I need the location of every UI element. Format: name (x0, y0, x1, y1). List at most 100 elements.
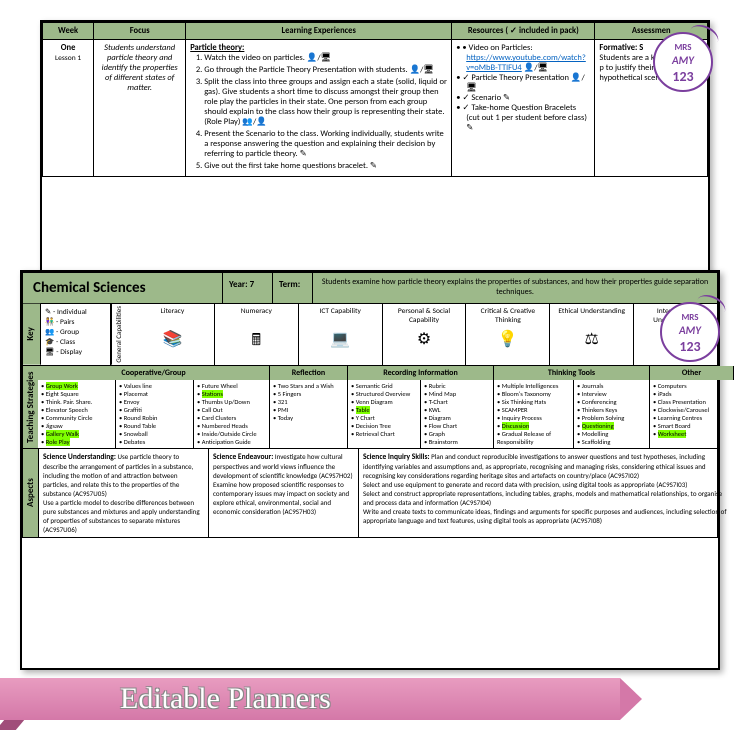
title-bar: Chemical Sciences Year: 7 Term: Students… (22, 272, 718, 304)
strat-item: Group Work (41, 382, 112, 390)
resource-item: ✓ Particle Theory Presentation 👤/🖥 (456, 73, 590, 93)
strat-item: Elevator Speech (41, 406, 112, 414)
strat-column: Multiple IntelligencesBloom's TaxonomySi… (494, 380, 574, 448)
logo-line2: AMY (655, 54, 711, 67)
learning-cell: Particle theory: Watch the video on part… (186, 40, 452, 177)
strat-column: Values linePlacematEnvoyGraffitiRound Ro… (116, 380, 194, 448)
strat-item: Interview (577, 390, 646, 398)
brand-logo: MRS AMY 123 (660, 302, 730, 372)
learn-item: Split the class into three groups and as… (204, 77, 447, 127)
strat-item: Numbered Heads (197, 422, 266, 430)
lesson-table: WeekFocusLearning ExperiencesResources (… (42, 22, 708, 177)
resource-item: ✓ Scenario ✎ (456, 93, 590, 103)
strat-item: Venn Diagram (351, 398, 417, 406)
strat-item: Decision Tree (351, 422, 417, 430)
strat-item: Bloom's Taxonomy (497, 390, 570, 398)
strat-item: iPads (653, 390, 731, 398)
aspects-label: Aspects (23, 449, 39, 537)
col-header: Week (43, 23, 94, 40)
term-cell: Term: (273, 273, 313, 303)
strat-item: Call Out (197, 406, 266, 414)
subject-title: Chemical Sciences (23, 273, 223, 303)
strat-column: Group WorkEight SquareThink. Pair. Share… (38, 380, 116, 448)
strat-item: Discussion (497, 422, 570, 430)
strat-item: Community Circle (41, 414, 112, 422)
strat-item: Think. Pair. Share. (41, 398, 112, 406)
strat-column: Future WheelStationsThumbs Up/DownCall O… (194, 380, 270, 448)
col-header: Resources ( ✓ included in pack) (452, 23, 595, 40)
strat-column: Semantic GridStructured OverviewVenn Dia… (348, 380, 421, 448)
learn-item: Go through the Particle Theory Presentat… (204, 65, 447, 75)
strat-item: Graph (424, 430, 490, 438)
strat-item: Y Chart (351, 414, 417, 422)
key-legend: ✎ - Individual👫 - Pairs👥 - Group🎓 - Clas… (41, 304, 111, 365)
strat-header: Thinking Tools (494, 366, 650, 380)
strat-column: Two Stars and a Wish5 Fingers321PMIToday (270, 380, 348, 448)
strat-item: Journals (577, 382, 646, 390)
strat-item: Two Stars and a Wish (273, 382, 344, 390)
capability-ethical-understanding: Ethical Understanding⚖ (550, 304, 634, 365)
strat-item: Structured Overview (351, 390, 417, 398)
strat-item: SCAMPER (497, 406, 570, 414)
capability-literacy: Literacy📚 (131, 304, 215, 365)
strat-item: Inside/Outside Circle (197, 430, 266, 438)
strat-item: Role Play (41, 438, 112, 446)
strat-item: Smart Board (653, 422, 731, 430)
strat-item: Retrieval Chart (351, 430, 417, 438)
learn-item: Give out the first take home questions b… (204, 161, 447, 171)
learn-item: Present the Scenario to the class. Worki… (204, 129, 447, 159)
strat-item: Anticipation Guide (197, 438, 266, 446)
col-header: Learning Experiences (186, 23, 452, 40)
strat-item: Six Thinking Hats (497, 398, 570, 406)
strat-item: Jigsaw (41, 422, 112, 430)
resource-item: ✓ Take-home Question Bracelets (cut out … (456, 103, 590, 133)
strat-column: ComputersiPadsClass PresentationClockwis… (650, 380, 734, 448)
strat-item: Values line (119, 382, 190, 390)
strat-item: Stations (197, 390, 266, 398)
capability-numeracy: Numeracy🖩 (215, 304, 299, 365)
strat-item: Problem Solving (577, 414, 646, 422)
gc-label: General Capabilities (111, 304, 131, 365)
year-cell: Year: 7 (223, 273, 273, 303)
focus-cell: Students understand particle theory and … (94, 40, 186, 177)
resource-link[interactable]: https://www.youtube.com/watch?v=oMbB-TTl… (466, 53, 586, 73)
strat-item: Gallery Walk (41, 430, 112, 438)
strat-item: PMI (273, 406, 344, 414)
strat-item: Learning Centres (653, 414, 731, 422)
week-cell: One Lesson 1 (43, 40, 94, 177)
col-header: Focus (94, 23, 186, 40)
strat-item: Eight Square (41, 390, 112, 398)
strat-item: Computers (653, 382, 731, 390)
week-num: One (61, 43, 76, 53)
aspect-column: Science Inquiry Skills: Plan and conduct… (359, 449, 735, 537)
aspects-row: Aspects Science Understanding: Use parti… (22, 449, 718, 538)
strat-item: Multiple Intelligences (497, 382, 570, 390)
strat-item: Debates (119, 438, 190, 446)
strat-item: Future Wheel (197, 382, 266, 390)
strat-item: Clockwise/Carousel (653, 406, 731, 414)
strat-item: Table (351, 406, 417, 414)
strat-column: JournalsInterviewConferencingThinkers Ke… (574, 380, 650, 448)
strat-item: Gradual Release of Responsibility (497, 430, 570, 446)
resource-item: • Video on Particles: https://www.youtub… (456, 43, 590, 73)
strat-item: Brainstorm (424, 438, 490, 446)
strat-item: Semantic Grid (351, 382, 417, 390)
resources-cell: • Video on Particles: https://www.youtub… (452, 40, 595, 177)
strat-item: Mind Map (424, 390, 490, 398)
strat-item: Card Clusters (197, 414, 266, 422)
key-row: Key ✎ - Individual👫 - Pairs👥 - Group🎓 - … (22, 304, 718, 366)
unit-description: Students examine how particle theory exp… (313, 273, 717, 303)
capability-personal-social-capability: Personal & Social Capability⚙ (383, 304, 467, 365)
key-label: Key (23, 304, 41, 365)
capability-ict-capability: ICT Capability💻 (299, 304, 383, 365)
strat-column: RubricMind MapT-ChartKWLDiagramFlow Char… (421, 380, 494, 448)
strat-item: Diagram (424, 414, 490, 422)
strat-item: 321 (273, 398, 344, 406)
strat-item: Rubric (424, 382, 490, 390)
aspect-column: Science Understanding: Use particle theo… (39, 449, 209, 537)
strat-item: Class Presentation (653, 398, 731, 406)
strat-item: Placemat (119, 390, 190, 398)
strat-item: KWL (424, 406, 490, 414)
learn-title: Particle theory: (190, 43, 244, 53)
capability-critical-creative-thinking: Critical & Creative Thinking💡 (466, 304, 550, 365)
